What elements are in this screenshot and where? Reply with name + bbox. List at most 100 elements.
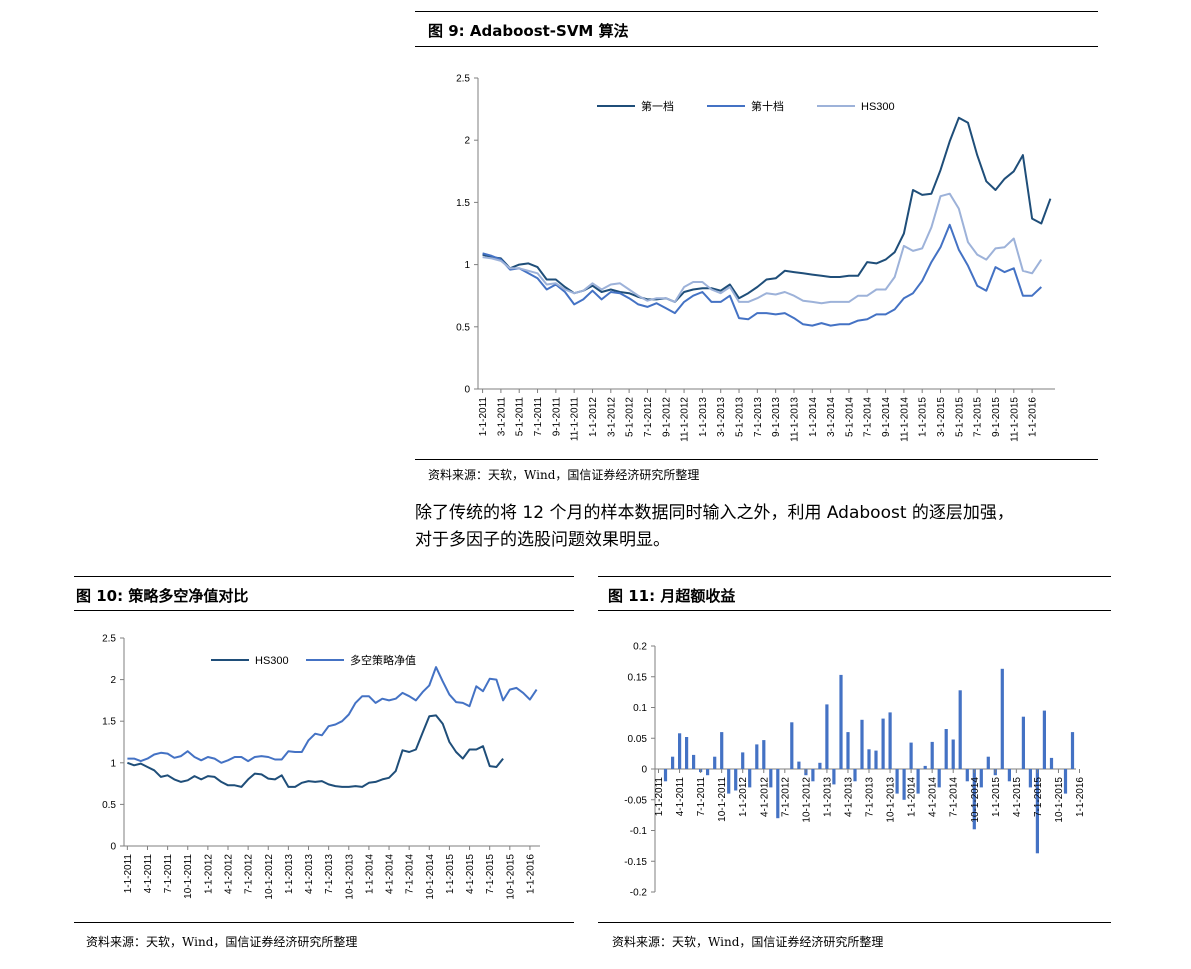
bar — [1049, 757, 1054, 769]
chart-1-y-tick-label: 0.5 — [102, 800, 116, 811]
legend-label: 多空策略净值 — [350, 653, 416, 667]
chart-0-x-tick-label: 3-1-2014 — [826, 397, 837, 437]
chart-0-x-tick-label: 1-1-2012 — [588, 397, 599, 437]
chart-0-x-tick-label: 7-1-2015 — [973, 397, 984, 437]
chart-2-x-tick-label: 4-1-2012 — [759, 777, 770, 817]
legend-item-2: 多空策略净值 — [306, 653, 416, 667]
chart-0-y-tick-label: 2.5 — [456, 74, 470, 85]
chart-0-x-tick-label: 11-1-2014 — [899, 397, 910, 442]
chart-2-y-tick-label: -0.15 — [624, 857, 647, 868]
chart-1-x-tick-label: 7-1-2013 — [324, 854, 335, 894]
chart-1-x-tick-label: 7-1-2012 — [244, 854, 255, 894]
fig10-top-rule — [74, 576, 574, 577]
chart-1-y-tick-label: 0 — [110, 842, 116, 853]
bar — [769, 769, 773, 788]
bar — [734, 769, 738, 791]
bar — [986, 756, 990, 769]
series-line-1 — [482, 116, 1052, 303]
chart-0-y-tick-label: 2 — [464, 136, 470, 147]
chart-2-y-tick-label: 0 — [641, 765, 647, 776]
legend-label: 第十档 — [751, 99, 784, 113]
chart-0-x-tick-label: 7-1-2014 — [863, 397, 874, 437]
chart-0-x-tick-label: 9-1-2012 — [661, 397, 672, 437]
bar — [839, 674, 843, 769]
legend-label: HS300 — [861, 101, 895, 113]
chart-0-x-tick-label: 5-1-2015 — [954, 397, 965, 437]
bar — [979, 769, 983, 788]
chart-2-x-tick-label: 7-1-2011 — [696, 777, 707, 817]
chart-1-x-tick-label: 1-1-2012 — [203, 854, 214, 894]
bar — [671, 756, 675, 769]
chart-2-x-tick-label: 1-1-2016 — [1075, 777, 1086, 817]
chart-2-y-tick-label: 0.2 — [633, 642, 647, 653]
chart-1-x-tick-label: 4-1-2013 — [304, 854, 315, 894]
chart-1-y-tick-label: 1.5 — [102, 717, 116, 728]
bar — [748, 769, 752, 788]
chart-0-x-tick-label: 3-1-2013 — [716, 397, 727, 437]
fig11-title: 图 11: 月超额收益 — [608, 587, 736, 605]
chart-0-x-tick-label: 7-1-2012 — [643, 397, 654, 437]
bar — [762, 740, 766, 769]
bar — [902, 769, 906, 800]
chart-1-x-tick-label: 10-1-2011 — [183, 854, 194, 899]
chart-0-x-tick-label: 5-1-2013 — [735, 397, 746, 437]
series-line-1 — [127, 714, 504, 788]
fig9-line-chart: 0 0.5 1 1.5 2 2.5 1-1-2011 3-1-2011 5-1-2011 7-1-… — [456, 74, 1055, 442]
chart-2-x-tick-label: 10-1-2014 — [970, 777, 981, 823]
chart-2-x-tick-label: 7-1-2014 — [949, 777, 960, 817]
bar — [916, 769, 920, 794]
chart-0-x-tick-label: 7-1-2013 — [753, 397, 764, 437]
chart-0-x-tick-label: 9-1-2011 — [551, 397, 562, 437]
chart-1-x-tick-label: 7-1-2014 — [405, 854, 416, 894]
chart-0-x-tick-label: 5-1-2012 — [625, 397, 636, 437]
fig10-bottom-rule — [74, 922, 574, 923]
chart-2-y-tick-label: 0.05 — [628, 734, 648, 745]
bar — [776, 769, 780, 819]
legend-item-1: HS300 — [211, 655, 289, 667]
bar — [797, 761, 801, 769]
series-line-2 — [482, 223, 1042, 327]
legend-label: HS300 — [255, 655, 289, 667]
chart-0-x-tick-label: 1-1-2015 — [918, 397, 929, 437]
fig11-bar-chart: -0.2 -0.15 -0.1 -0.05 0 0.05 0.1 0.15 0.2 1-1-201… — [624, 642, 1086, 899]
bar — [832, 769, 836, 785]
chart-2-x-tick-label: 7-1-2012 — [780, 777, 791, 817]
chart-0-x-tick-label: 11-1-2015 — [1009, 397, 1020, 442]
bar — [965, 769, 969, 782]
chart-1-y-tick-label: 2.5 — [102, 634, 116, 645]
chart-1-y-tick-label: 1 — [110, 758, 116, 769]
chart-1-x-tick-label: 7-1-2015 — [485, 854, 496, 894]
chart-1-x-tick-label: 1-1-2015 — [445, 854, 456, 894]
bar — [923, 765, 927, 769]
chart-0-x-tick-label: 9-1-2015 — [991, 397, 1002, 437]
bar — [727, 769, 731, 794]
chart-2-y-tick-label: 0.15 — [628, 672, 648, 683]
chart-1-x-tick-label: 4-1-2014 — [385, 854, 396, 894]
bar — [944, 729, 948, 769]
chart-1-x-tick-label: 1-1-2011 — [123, 854, 134, 894]
chart-2-y-tick-label: -0.2 — [630, 888, 648, 899]
bar — [663, 769, 668, 782]
chart-1-x-tick-label: 10-1-2015 — [505, 854, 516, 900]
chart-2-y-tick-label: -0.1 — [630, 826, 648, 837]
chart-1-x-tick-label: 7-1-2011 — [163, 854, 174, 894]
chart-2-x-tick-label: 1-1-2013 — [822, 777, 833, 817]
chart-2-x-tick-label: 1-1-2015 — [991, 777, 1002, 817]
fig9-top-rule — [415, 11, 1098, 12]
chart-0-x-tick-label: 11-1-2013 — [789, 397, 800, 442]
bar — [888, 712, 892, 769]
bar — [713, 756, 717, 769]
bar — [958, 690, 962, 769]
chart-2-x-tick-label: 4-1-2015 — [1012, 777, 1023, 817]
legend-item-1: 第一档 — [597, 99, 674, 113]
bar — [678, 733, 682, 769]
bar — [1028, 769, 1032, 788]
chart-2-x-tick-label: 1-1-2011 — [654, 777, 665, 817]
chart-2-x-tick-label: 10-1-2011 — [717, 777, 728, 822]
chart-2-x-tick-label: 4-1-2011 — [675, 777, 686, 817]
chart-1-x-tick-label: 4-1-2012 — [224, 854, 235, 894]
bar — [881, 718, 885, 769]
chart-0-y-tick-label: 0.5 — [456, 322, 470, 333]
chart-0-x-tick-label: 11-1-2012 — [680, 397, 691, 442]
chart-2-x-tick-label: 4-1-2013 — [843, 777, 854, 817]
